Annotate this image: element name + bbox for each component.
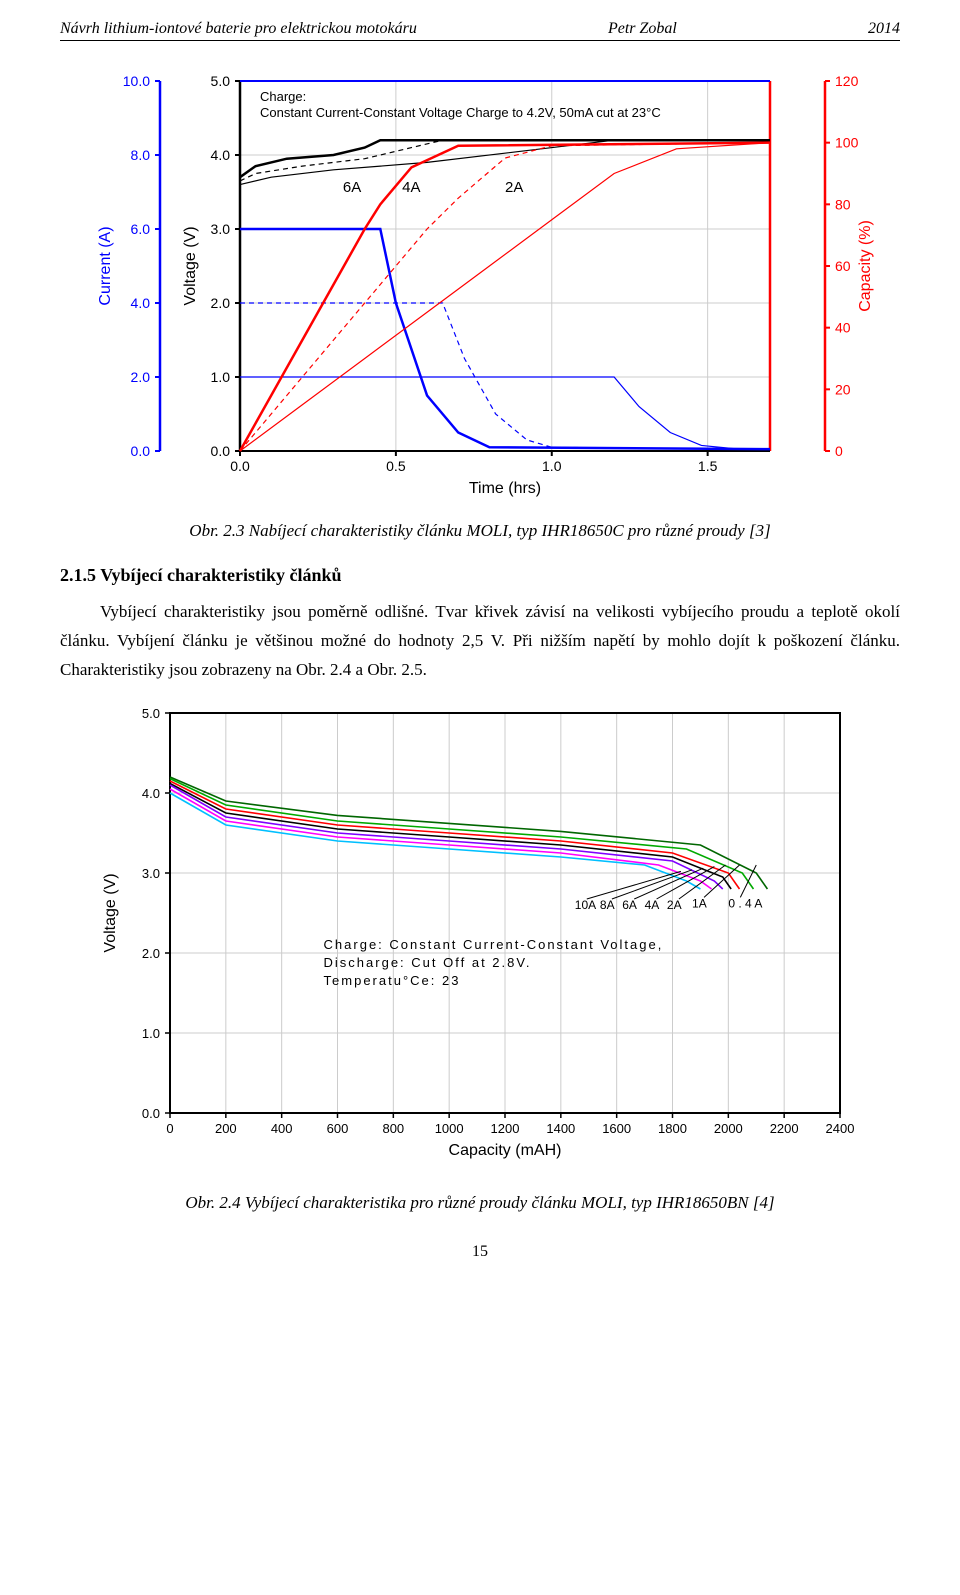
svg-text:1800: 1800 <box>658 1121 687 1136</box>
section-number: 2.1.5 <box>60 565 96 585</box>
svg-text:Charge: Constant Current-Const: Charge: Constant Current-Constant Voltag… <box>324 937 664 952</box>
svg-text:Voltage (V): Voltage (V) <box>102 873 119 952</box>
svg-text:20: 20 <box>835 381 851 397</box>
svg-text:Capacity (%): Capacity (%) <box>857 220 874 312</box>
svg-text:4.0: 4.0 <box>211 147 231 163</box>
svg-text:6A: 6A <box>622 898 637 912</box>
svg-text:1.0: 1.0 <box>211 369 231 385</box>
svg-text:1.5: 1.5 <box>698 458 718 474</box>
svg-text:0.0: 0.0 <box>142 1106 160 1121</box>
svg-text:8A: 8A <box>600 898 615 912</box>
svg-text:10.0: 10.0 <box>123 73 150 89</box>
svg-text:2.0: 2.0 <box>142 946 160 961</box>
svg-text:2A: 2A <box>667 898 682 912</box>
svg-text:800: 800 <box>382 1121 404 1136</box>
svg-text:3.0: 3.0 <box>142 866 160 881</box>
svg-text:40: 40 <box>835 320 851 336</box>
svg-text:0.5: 0.5 <box>386 458 406 474</box>
svg-text:200: 200 <box>215 1121 237 1136</box>
svg-text:80: 80 <box>835 196 851 212</box>
svg-text:3.0: 3.0 <box>211 221 231 237</box>
svg-text:0: 0 <box>835 443 843 459</box>
svg-text:1400: 1400 <box>546 1121 575 1136</box>
svg-text:Charge:: Charge: <box>260 89 306 104</box>
svg-text:0 . 4 A: 0 . 4 A <box>728 896 762 910</box>
caption-2: Obr. 2.4 Vybíjecí charakteristika pro rů… <box>60 1193 900 1213</box>
svg-text:5.0: 5.0 <box>142 706 160 721</box>
svg-text:2.0: 2.0 <box>211 295 231 311</box>
svg-text:600: 600 <box>327 1121 349 1136</box>
svg-text:4.0: 4.0 <box>142 786 160 801</box>
svg-text:Voltage (V): Voltage (V) <box>182 226 199 305</box>
header-author: Petr Zobal <box>608 20 677 38</box>
svg-text:6A: 6A <box>343 179 361 196</box>
section-heading: 2.1.5 Vybíjecí charakteristiky článků <box>60 565 900 586</box>
svg-text:2A: 2A <box>505 179 523 196</box>
paragraph: Vybíjecí charakteristiky jsou poměrně od… <box>60 598 900 685</box>
svg-text:8.0: 8.0 <box>131 147 151 163</box>
svg-text:Temperatu°Ce: 23: Temperatu°Ce: 23 <box>324 973 461 988</box>
svg-text:4A: 4A <box>402 179 420 196</box>
chart2-discharge: 0 200 400 600 800 1000 1200 1400 1600 1800 2000 220… <box>80 693 880 1173</box>
svg-text:Constant Current-Constant Volt: Constant Current-Constant Voltage Charge… <box>260 105 661 120</box>
svg-text:2200: 2200 <box>770 1121 799 1136</box>
svg-text:1.0: 1.0 <box>142 1026 160 1041</box>
svg-text:Discharge: Cut Off at 2.8V.: Discharge: Cut Off at 2.8V. <box>324 955 532 970</box>
svg-text:4A: 4A <box>645 898 660 912</box>
svg-text:60: 60 <box>835 258 851 274</box>
paragraph-text: Vybíjecí charakteristiky jsou poměrně od… <box>60 602 900 679</box>
svg-text:1000: 1000 <box>435 1121 464 1136</box>
svg-text:0.0: 0.0 <box>230 458 250 474</box>
svg-text:10A: 10A <box>575 898 596 912</box>
caption-1: Obr. 2.3 Nabíjecí charakteristiky článku… <box>60 521 900 541</box>
svg-text:Time (hrs): Time (hrs) <box>469 480 541 497</box>
svg-text:4.0: 4.0 <box>131 295 151 311</box>
svg-text:2000: 2000 <box>714 1121 743 1136</box>
section-title: Vybíjecí charakteristiky článků <box>100 565 341 585</box>
svg-text:1200: 1200 <box>491 1121 520 1136</box>
header-title: Návrh lithium-iontové baterie pro elektr… <box>60 20 417 38</box>
svg-text:0.0: 0.0 <box>131 443 151 459</box>
chart1-charge: 0.0 2.0 4.0 6.0 8.0 10.0 Current (A) 0.0 1.0 2.0 3… <box>80 61 880 501</box>
header-year: 2014 <box>868 20 900 38</box>
svg-text:1A: 1A <box>692 896 707 910</box>
svg-text:400: 400 <box>271 1121 293 1136</box>
svg-text:6.0: 6.0 <box>131 221 151 237</box>
svg-text:1.0: 1.0 <box>542 458 562 474</box>
svg-text:1600: 1600 <box>602 1121 631 1136</box>
svg-text:Current (A): Current (A) <box>97 226 114 305</box>
svg-text:0: 0 <box>166 1121 173 1136</box>
svg-text:120: 120 <box>835 73 859 89</box>
svg-text:0.0: 0.0 <box>211 443 231 459</box>
page-number: 15 <box>60 1243 900 1261</box>
page-header: Návrh lithium-iontové baterie pro elektr… <box>60 20 900 41</box>
svg-text:100: 100 <box>835 135 859 151</box>
svg-text:2400: 2400 <box>826 1121 855 1136</box>
svg-text:5.0: 5.0 <box>211 73 231 89</box>
svg-text:Capacity (mAH): Capacity (mAH) <box>449 1142 562 1159</box>
svg-text:2.0: 2.0 <box>131 369 151 385</box>
